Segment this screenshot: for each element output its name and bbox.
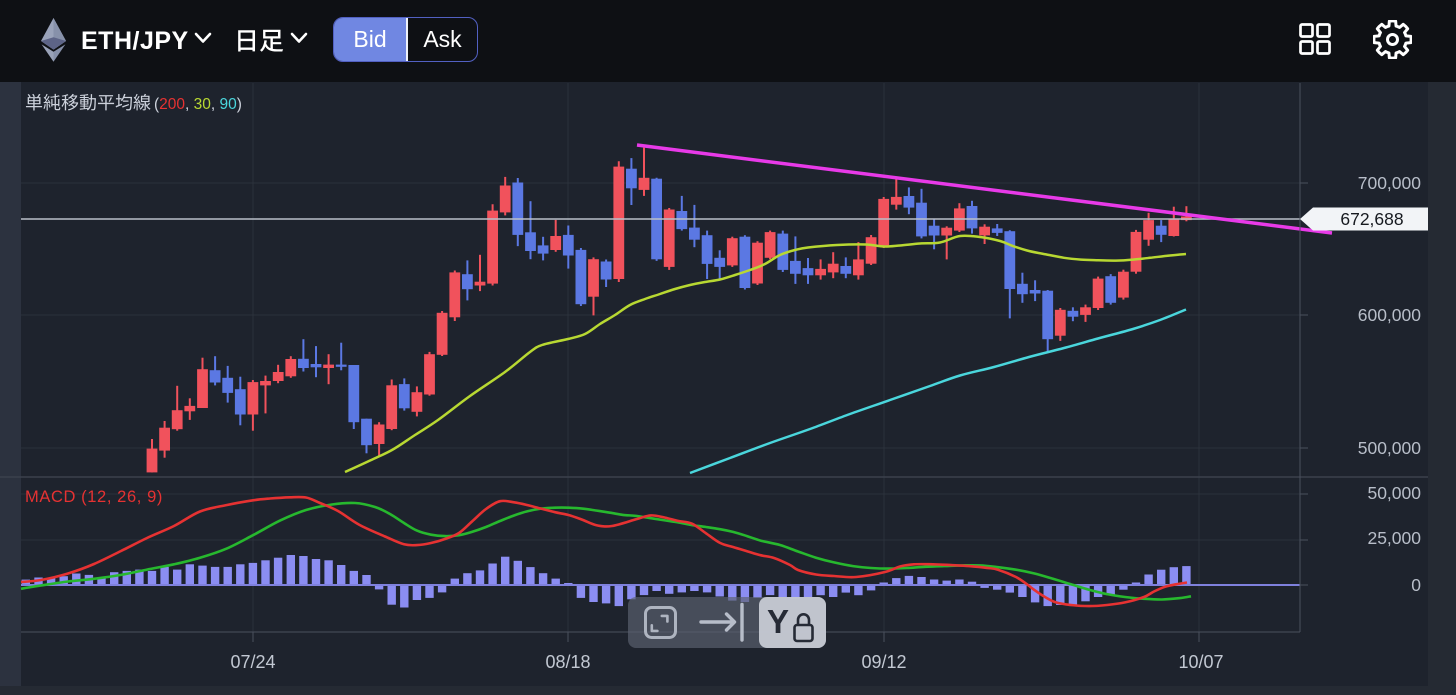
svg-text:50,000: 50,000	[1367, 483, 1421, 503]
svg-text:09/12: 09/12	[861, 652, 906, 672]
svg-text:700,000: 700,000	[1358, 173, 1422, 193]
svg-text:07/24: 07/24	[230, 652, 275, 672]
svg-text:08/18: 08/18	[545, 652, 590, 672]
svg-text:10/07: 10/07	[1178, 652, 1223, 672]
svg-text:500,000: 500,000	[1358, 438, 1422, 458]
svg-text:0: 0	[1411, 575, 1421, 595]
svg-text:(200, 30, 90): (200, 30, 90)	[154, 96, 242, 113]
svg-text:600,000: 600,000	[1358, 305, 1422, 325]
svg-text:MACD (12, 26, 9): MACD (12, 26, 9)	[25, 488, 163, 506]
svg-text:Y: Y	[767, 603, 789, 640]
svg-text:672,688: 672,688	[1340, 209, 1403, 229]
svg-text:25,000: 25,000	[1367, 528, 1421, 548]
